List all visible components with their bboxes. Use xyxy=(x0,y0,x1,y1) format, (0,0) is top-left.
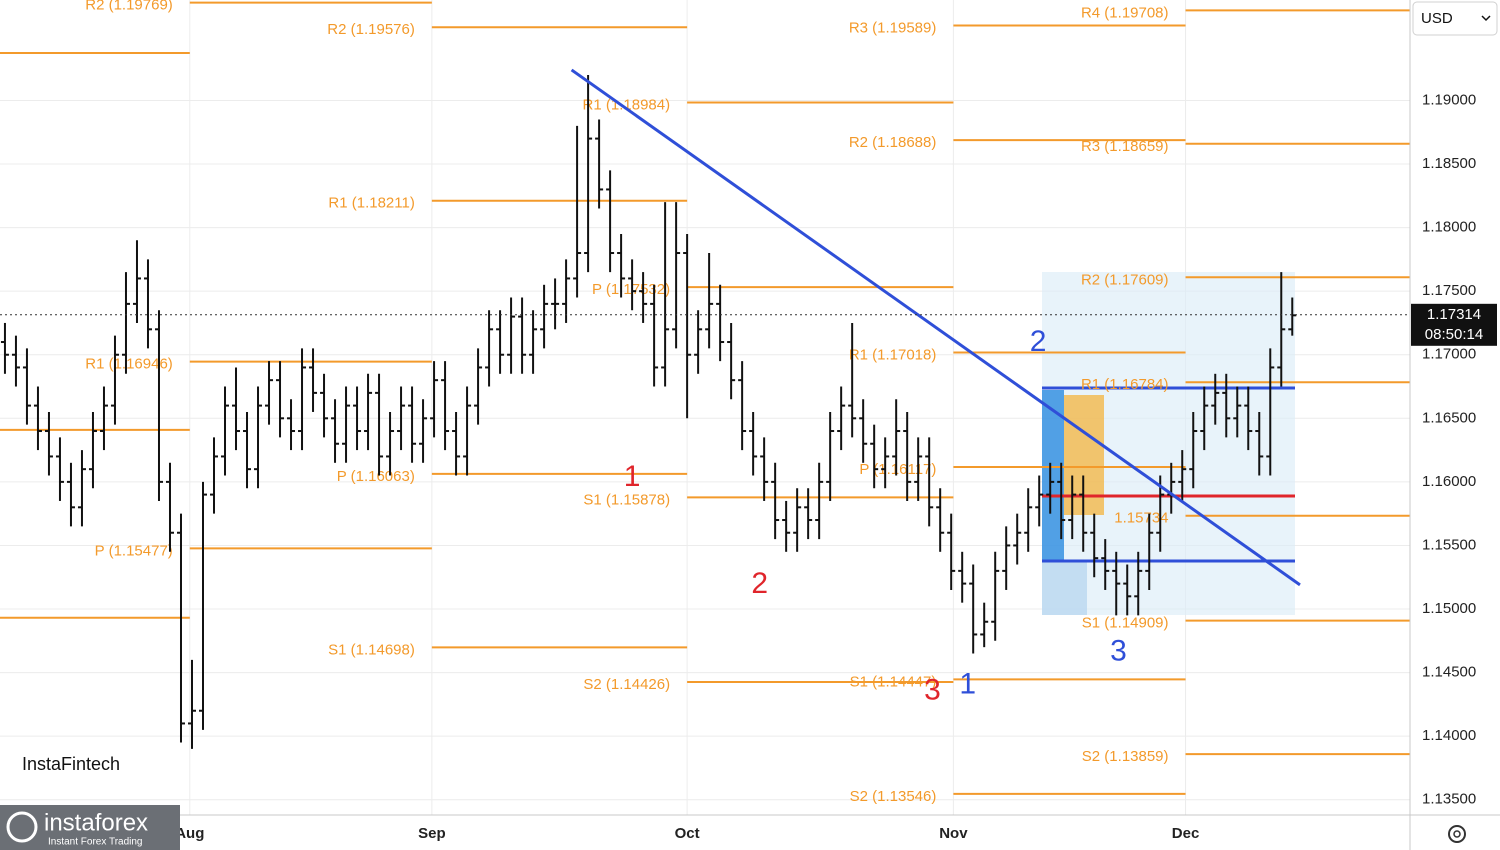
pivot-label: S1 (1.14698) xyxy=(328,641,415,658)
trend-line xyxy=(570,68,1301,587)
pivot-label: R1 (1.16784) xyxy=(1081,376,1169,393)
y-tick-label: 1.14500 xyxy=(1422,664,1476,681)
y-tick-label: 1.17000 xyxy=(1422,346,1476,363)
pivot-label: R1 (1.17018) xyxy=(849,346,937,363)
pivot-label: P (1.16117) xyxy=(859,461,936,478)
currency-label[interactable]: USD xyxy=(1421,10,1453,27)
pivot-label: P (1.17532) xyxy=(592,281,670,298)
y-tick-label: 1.18500 xyxy=(1422,155,1476,172)
wave-label: 1 xyxy=(959,668,976,701)
y-tick-label: 1.13500 xyxy=(1422,791,1476,808)
gear-icon[interactable] xyxy=(1448,825,1466,843)
last-price-label: 1.17314 xyxy=(1427,306,1481,323)
x-tick-label: Sep xyxy=(418,825,446,842)
logo-bg xyxy=(0,805,180,850)
axes: 1.13500 1.14000 1.14500 1.15000 1.15500 1.160… xyxy=(175,91,1476,842)
y-tick-label: 1.14000 xyxy=(1422,727,1476,744)
countdown-label: 08:50:14 xyxy=(1425,326,1483,343)
profile-block xyxy=(1042,390,1064,560)
price-bars xyxy=(0,75,1297,749)
pivot-label: P (1.15477) xyxy=(95,542,173,559)
wave-label: 1 xyxy=(624,460,641,493)
pivot-label: 1.15734 xyxy=(1114,510,1168,527)
x-tick-label: Dec xyxy=(1172,825,1200,842)
gear-center[interactable] xyxy=(1453,830,1461,838)
chevron[interactable] xyxy=(1481,15,1491,22)
y-tick-label: 1.17500 xyxy=(1422,282,1476,299)
settings-button[interactable] xyxy=(1448,825,1466,843)
pivot-label: R1 (1.18211) xyxy=(328,195,414,212)
y-tick-label: 1.16000 xyxy=(1422,473,1476,490)
wave-label: 3 xyxy=(1110,635,1127,668)
time-axis-bg xyxy=(0,815,1410,850)
logo-tagline: Instant Forex Trading xyxy=(48,837,143,848)
wave-label: 2 xyxy=(1030,325,1047,358)
profile-block xyxy=(1042,560,1087,615)
y-tick-label: 1.15500 xyxy=(1422,536,1476,553)
y-tick-label: 1.18000 xyxy=(1422,219,1476,236)
x-tick-label: Nov xyxy=(939,825,968,842)
pivot-label: R3 (1.18659) xyxy=(1081,138,1169,155)
pivot-label: S1 (1.14909) xyxy=(1082,615,1169,632)
watermark-bg xyxy=(12,744,140,784)
pivot-label: R1 (1.16946) xyxy=(85,356,173,373)
pivot-label: R1 (1.18984) xyxy=(583,96,671,113)
wave-label: 2 xyxy=(751,567,768,600)
currency-select[interactable]: USD xyxy=(1412,1,1498,36)
pivot-label: S2 (1.14426) xyxy=(583,676,670,693)
watermark: InstaFintech xyxy=(22,754,120,774)
pivot-label: R2 (1.17609) xyxy=(1081,271,1169,288)
x-tick-label: Oct xyxy=(675,825,700,842)
pivot-label: R3 (1.19589) xyxy=(849,20,937,37)
logo-text: instaforex xyxy=(44,809,148,836)
pivot-label: S2 (1.13859) xyxy=(1082,748,1169,765)
price-axis-bg xyxy=(1410,0,1500,850)
pivot-label: R2 (1.19576) xyxy=(327,21,415,38)
pivot-label: P (1.16063) xyxy=(337,468,415,485)
logo-icon xyxy=(6,811,38,843)
pivot-label: R4 (1.19708) xyxy=(1081,4,1169,21)
price-tag xyxy=(1411,303,1497,346)
y-tick-label: 1.15000 xyxy=(1422,600,1476,617)
pivot-label: R2 (1.19769) xyxy=(85,0,173,14)
pivot-label: R2 (1.18688) xyxy=(849,134,937,151)
pivots: R2 (1.19769) R1 (1.16946) P (1.15477) R2 (1… xyxy=(0,0,1410,805)
y-tick-label: 1.16500 xyxy=(1422,409,1476,426)
y-tick-label: 1.19000 xyxy=(1422,91,1476,108)
pivot-label: S1 (1.14447) xyxy=(850,673,937,690)
pivot-label: S2 (1.13546) xyxy=(850,788,937,805)
dropdown[interactable] xyxy=(1412,1,1498,36)
pivot-label: S1 (1.15878) xyxy=(583,491,670,508)
x-tick-label: Aug xyxy=(175,825,204,842)
wave-label: 3 xyxy=(924,674,941,707)
